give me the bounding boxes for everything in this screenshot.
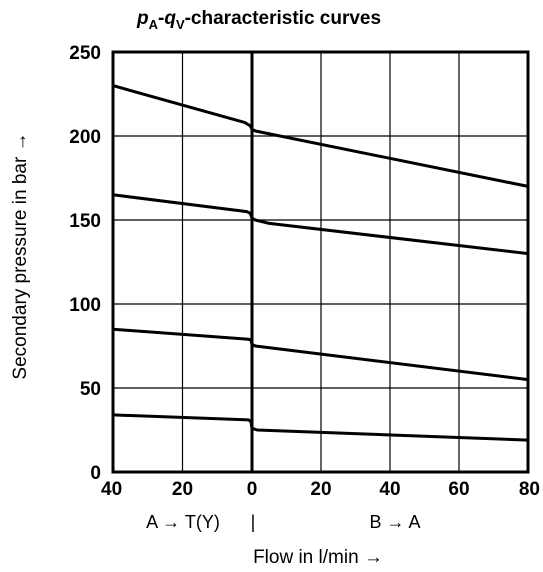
region-divider: | [251,512,256,532]
region-label-a-to-t: A → T(Y) [146,512,220,532]
title-separator: - [158,8,164,29]
title-p: p [136,8,149,29]
grid [113,52,528,472]
y-tick-label: 150 [69,211,101,232]
y-tick-label: 250 [69,43,101,64]
y-tick-labels: 0 50 100 150 200 250 [69,43,101,484]
y-tick-label: 50 [80,379,101,400]
title-q-subscript: V [176,17,185,32]
plot-frame [111,50,530,474]
y-tick-label: 0 [90,463,101,484]
x-tick-label: 40 [101,479,122,500]
x-tick-labels: 40 20 0 20 40 60 80 [101,479,540,500]
y-axis-label: Secondary pressure in bar → [10,132,31,379]
x-tick-label: 60 [448,479,469,500]
y-tick-label: 100 [69,295,101,316]
chart-title: pA-qV-characteristic curves [136,8,381,32]
title-q: q [164,8,176,29]
x-axis-label: Flow in l/min → [253,547,383,568]
y-tick-label: 200 [69,127,101,148]
x-tick-label: 20 [172,479,193,500]
x-tick-label: 80 [519,479,540,500]
region-label-b-to-a: B → A [369,512,420,532]
x-tick-label: 20 [310,479,331,500]
title-rest: -characteristic curves [185,8,381,29]
title-p-subscript: A [149,17,159,32]
x-tick-label: 0 [247,479,258,500]
x-tick-label: 40 [379,479,400,500]
